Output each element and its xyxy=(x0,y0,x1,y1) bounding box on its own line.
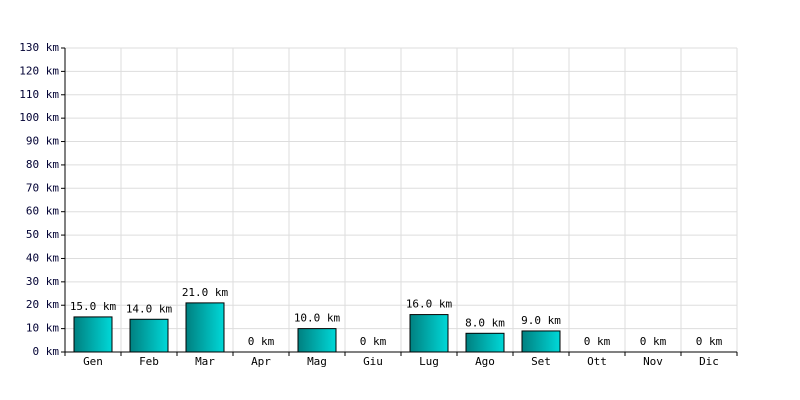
value-label: 0 km xyxy=(584,335,611,348)
bar xyxy=(185,302,225,353)
value-label: 0 km xyxy=(248,335,275,348)
y-tick-label: 60 km xyxy=(26,205,59,218)
y-tick-label: 70 km xyxy=(26,181,59,194)
value-label: 10.0 km xyxy=(294,312,341,325)
bar xyxy=(129,318,169,353)
y-tick-label: 130 km xyxy=(19,41,59,54)
bar xyxy=(297,328,337,353)
bar xyxy=(409,314,449,353)
bar xyxy=(73,316,113,353)
y-tick-label: 0 km xyxy=(33,345,60,358)
y-tick-label: 10 km xyxy=(26,322,59,335)
x-tick-label: Ago xyxy=(475,355,495,368)
value-label: 0 km xyxy=(696,335,723,348)
y-tick-label: 110 km xyxy=(19,88,59,101)
y-tick-label: 50 km xyxy=(26,228,59,241)
x-tick-label: Nov xyxy=(643,355,663,368)
x-tick-label: Mag xyxy=(307,355,327,368)
y-tick-label: 30 km xyxy=(26,275,59,288)
bar xyxy=(521,330,561,353)
value-label: 21.0 km xyxy=(182,286,229,299)
y-tick-label: 20 km xyxy=(26,298,59,311)
x-tick-label: Lug xyxy=(419,355,439,368)
value-label: 15.0 km xyxy=(70,300,117,313)
value-label: 14.0 km xyxy=(126,302,173,315)
x-tick-label: Feb xyxy=(139,355,159,368)
x-tick-label: Dic xyxy=(699,355,719,368)
x-tick-label: Set xyxy=(531,355,551,368)
value-label: 0 km xyxy=(640,335,667,348)
y-tick-label: 120 km xyxy=(19,64,59,77)
y-tick-label: 90 km xyxy=(26,135,59,148)
value-label: 0 km xyxy=(360,335,387,348)
x-tick-label: Ott xyxy=(587,355,607,368)
x-tick-label: Mar xyxy=(195,355,215,368)
y-tick-label: 80 km xyxy=(26,158,59,171)
x-tick-label: Apr xyxy=(251,355,271,368)
x-tick-label: Gen xyxy=(83,355,103,368)
value-label: 8.0 km xyxy=(465,316,505,329)
value-label: 9.0 km xyxy=(521,314,561,327)
x-tick-label: Giu xyxy=(363,355,383,368)
bar xyxy=(465,332,505,353)
y-tick-label: 100 km xyxy=(19,111,59,124)
y-tick-label: 40 km xyxy=(26,251,59,264)
value-label: 16.0 km xyxy=(406,298,453,311)
